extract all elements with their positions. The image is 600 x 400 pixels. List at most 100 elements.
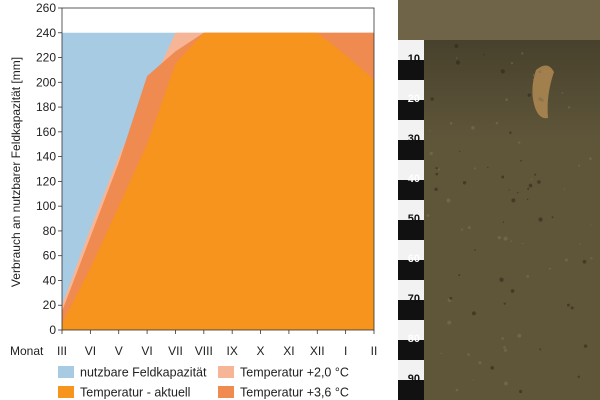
soil-speck: [447, 320, 452, 325]
soil-speck: [532, 79, 535, 81]
soil-speck: [505, 98, 509, 102]
soil-speck: [429, 151, 433, 156]
soil-speck: [516, 191, 519, 194]
ruler-segment: [398, 340, 424, 360]
x-axis-label: Monat: [10, 344, 44, 358]
soil-speck: [548, 267, 551, 270]
soil-speck: [520, 159, 522, 162]
ruler-label: 10: [408, 53, 420, 65]
ruler-segment: [398, 100, 424, 120]
soil-speck: [471, 311, 476, 316]
y-tick-label: 240: [36, 26, 56, 40]
soil-body: [398, 0, 600, 400]
soil-speck: [509, 131, 512, 134]
soil-speck: [579, 243, 581, 245]
ruler-label: 40: [408, 173, 420, 185]
ruler-label: 60: [408, 253, 420, 265]
soil-speck: [503, 381, 508, 386]
ruler-label: 50: [408, 213, 420, 225]
y-tick-label: 140: [36, 150, 56, 164]
x-tick-label: V: [115, 344, 123, 358]
ruler-label: 90: [408, 373, 420, 385]
x-tick-label: XI: [283, 344, 294, 358]
legend-label: Temperatur +3,6 °C: [240, 386, 349, 400]
soil-speck: [500, 69, 506, 74]
ruler-segment: [398, 300, 424, 320]
soil-speck: [563, 188, 566, 190]
soil-speck: [458, 274, 461, 277]
ruler-segment: [398, 140, 424, 160]
soil-speck: [521, 52, 524, 55]
soil-speck: [440, 352, 442, 355]
soil-speck: [430, 97, 434, 101]
y-tick-label: 260: [36, 1, 56, 15]
soil-speck: [508, 189, 510, 191]
soil-speck: [446, 198, 451, 203]
ruler-label: 20: [408, 93, 420, 105]
soil-speck: [537, 180, 541, 184]
ruler-segment: [398, 260, 424, 280]
soil-speck: [561, 91, 564, 94]
soil-speck: [434, 187, 438, 191]
series-area-3: [62, 32, 374, 331]
soil-speck: [449, 296, 453, 300]
soil-speck: [429, 130, 432, 132]
y-tick-label: 80: [43, 224, 57, 238]
y-tick-label: 100: [36, 199, 56, 213]
soil-speck: [455, 57, 458, 59]
legend-label: nutzbare Feldkapazität: [80, 366, 207, 380]
x-tick-label: VI: [141, 344, 152, 358]
y-tick-label: 200: [36, 75, 56, 89]
soil-speck: [518, 141, 521, 144]
soil-speck: [455, 388, 459, 392]
x-tick-label: II: [371, 344, 378, 358]
litter-layer: [398, 0, 600, 40]
legend: nutzbare Feldkapazität Temperatur +2,0 °C…: [58, 366, 349, 400]
soil-speck: [566, 303, 570, 307]
y-axis: 0 20 40 60 80 100 120 140 160 180 200 220 240 260: [36, 1, 62, 337]
soil-speck: [504, 348, 508, 352]
soil-speck: [454, 44, 459, 48]
soil-speck: [501, 175, 505, 179]
soil-speck: [462, 181, 467, 185]
y-tick-label: 180: [36, 100, 56, 114]
soil-speck: [582, 259, 587, 264]
soil-speck: [510, 240, 513, 243]
soil-speck: [511, 198, 516, 203]
soil-speck: [459, 150, 461, 153]
soil-speck: [460, 228, 464, 231]
soil-speck: [517, 333, 522, 338]
soil-speck: [510, 289, 515, 293]
legend-swatch: [218, 386, 234, 398]
soil-speck: [495, 121, 499, 125]
soil-speck: [583, 344, 588, 348]
soil-speck: [502, 221, 505, 223]
soil-speck: [532, 73, 536, 77]
soil-speck: [589, 157, 592, 161]
legend-swatch: [58, 366, 74, 378]
soil-speck: [474, 249, 476, 251]
soil-speck: [483, 53, 485, 56]
plot-border: [61, 7, 375, 331]
legend-label: Temperatur +2,0 °C: [240, 366, 349, 380]
soil-speck: [487, 166, 489, 169]
soil-speck: [530, 178, 533, 181]
x-tick-label: VIII: [195, 344, 213, 358]
soil-speck: [570, 306, 574, 310]
soil-speck: [501, 337, 504, 340]
soil-speck: [578, 164, 581, 167]
soil-speck: [590, 257, 593, 260]
x-tick-label: XII: [310, 344, 325, 358]
soil-speck: [472, 379, 474, 381]
soil-speck: [435, 172, 439, 176]
soil-speck: [490, 366, 495, 370]
y-tick-label: 60: [43, 249, 57, 263]
soil-speck: [503, 236, 508, 241]
ruler-label: 30: [408, 133, 420, 145]
legend-swatch: [218, 366, 234, 378]
y-tick-label: 0: [49, 323, 56, 337]
soil-speck: [426, 214, 430, 217]
soil-speck: [577, 375, 580, 379]
soil-speck: [455, 60, 461, 65]
